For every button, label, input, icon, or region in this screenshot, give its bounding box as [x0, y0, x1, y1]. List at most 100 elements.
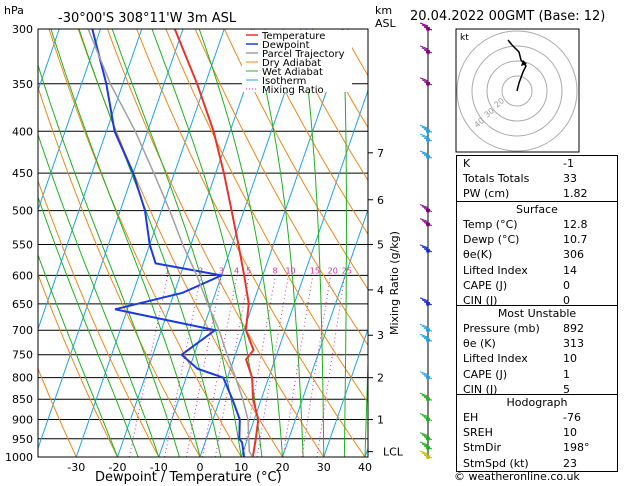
hodograph-arrow [521, 60, 527, 66]
pressure-tick-label: 650 [12, 298, 33, 311]
wind-barb [419, 204, 429, 209]
mu-value: 1 [563, 367, 570, 381]
surface-value: 10.7 [563, 233, 588, 247]
hodo-value: 10 [563, 426, 577, 440]
dry-adiabat [223, 29, 368, 291]
km-tick-label: 6 [377, 194, 384, 207]
wind-barb [419, 124, 429, 129]
wind-barb [419, 150, 429, 155]
km-tick-label: 5 [377, 238, 384, 251]
mixing-ratio-line [214, 275, 250, 457]
legend-parcel: Parcel Trajectory [262, 49, 345, 60]
pressure-tick-label: 400 [12, 125, 33, 138]
surface-table: Surface Temp (°C) 12.8 Dewp (°C) 10.7 θe(K… [456, 201, 618, 310]
index-row-pw: PW (cm) 1.82 [457, 186, 617, 201]
wet-adiabat [111, 29, 242, 457]
wind-barb [421, 434, 431, 439]
wind-barb [423, 327, 433, 332]
mu-value: 313 [563, 337, 584, 351]
dry-adiabat [38, 272, 118, 457]
pressure-tick-label: 750 [12, 349, 33, 362]
wind-barb [423, 128, 433, 133]
mu-key: Lifted Index [463, 352, 528, 366]
wind-barb [419, 323, 429, 328]
dry-adiabat [38, 179, 160, 457]
surface-row: CAPE (J) 0 [457, 278, 617, 293]
hodo-key: StmDir [463, 441, 502, 455]
wind-barb [423, 396, 433, 401]
wind-barb [421, 394, 431, 399]
wind-barb [423, 417, 433, 422]
km-tick-label: 2 [377, 372, 384, 385]
pressure-tick-label: 500 [12, 205, 33, 218]
mu-key: θe (K) [463, 337, 496, 351]
pressure-tick-label: 700 [12, 324, 33, 337]
wind-barb [421, 415, 431, 420]
surface-key: Dewp (°C) [463, 233, 520, 247]
wet-adiabat [50, 29, 201, 457]
index-row-k: K -1 [457, 156, 617, 171]
surface-row: Lifted Index 14 [457, 263, 617, 278]
mixing-ratio-line [316, 275, 346, 457]
most-unstable-table: Most Unstable Pressure (mb) 892 θe (K) 313… [456, 305, 618, 398]
dry-adiabat [165, 29, 368, 404]
plot-frame [37, 28, 369, 458]
mixing-ratio-line [301, 275, 332, 457]
temperature-tick-label: 20 [276, 461, 290, 474]
dry-adiabat [38, 367, 77, 457]
wind-barb [423, 436, 433, 441]
pressure-tick-label: 450 [12, 167, 33, 180]
wind-barb [421, 135, 431, 140]
wind-barb [421, 452, 431, 457]
hodograph-table: Hodograph EH -76 SREH 10 StmDir 198° StmSpd… [456, 394, 618, 472]
wind-barbs [419, 22, 433, 459]
x-axis-title: Dewpoint / Temperature (°C) [95, 470, 282, 485]
hodo-value: 198° [563, 441, 590, 455]
temperature-tick-label: -30 [67, 461, 85, 474]
skewt-grid: 1 2 3 4 5 8 10 15 20 25 [38, 29, 368, 457]
wind-barb [419, 45, 429, 50]
wind-barb [421, 79, 431, 84]
parcel-line [87, 29, 254, 457]
wind-barb [423, 375, 433, 380]
mu-row: CAPE (J) 1 [457, 367, 617, 382]
surface-key: θe(K) [463, 248, 493, 262]
mu-key: Pressure (mb) [463, 322, 540, 335]
temperature-tick-label: 10 [234, 461, 248, 474]
wet-adiabat [38, 133, 160, 457]
wind-barb [421, 206, 431, 211]
temperature-tick-label: 30 [317, 461, 331, 474]
legend-dewpoint: Dewpoint [262, 40, 310, 51]
wind-barb [419, 392, 429, 397]
wet-adiabat [250, 29, 304, 457]
pressure-tick-label: 950 [12, 433, 33, 446]
isotherm [38, 29, 184, 450]
wind-barb [423, 154, 433, 159]
index-row-totals: Totals Totals 33 [457, 171, 617, 186]
hodograph-ring-10 [501, 75, 533, 107]
mixing-ratio-label: 4 [234, 266, 239, 275]
surface-key: CAPE (J) [463, 278, 508, 292]
wind-barb [423, 137, 433, 142]
temperature-tick-label: -20 [109, 461, 127, 474]
pressure-tick-label: 550 [12, 238, 33, 251]
surface-value: 0 [563, 278, 570, 292]
pressure-tick-label: 300 [12, 23, 33, 36]
most-unstable-title: Most Unstable [497, 307, 577, 320]
hodograph-ring-20 [486, 60, 548, 122]
wind-barb [423, 222, 433, 227]
wet-adiabat [364, 349, 368, 457]
hodo-row: StmSpd (kt) 23 [457, 456, 617, 471]
hodo-key: SREH [463, 426, 493, 440]
mixing-ratio-axis-label: Mixing Ratio (g/kg) [388, 231, 401, 335]
mu-value: 892 [563, 322, 584, 335]
wind-barb [423, 337, 433, 342]
wet-adiabat [151, 29, 263, 457]
temperature-line [173, 29, 260, 457]
legend-temperature: Temperature [261, 31, 325, 42]
index-value: -1 [563, 157, 574, 170]
index-value: 33 [563, 172, 577, 186]
indices-table: K -1 Totals Totals 33 PW (cm) 1.82 [456, 155, 618, 203]
hodo-row: SREH 10 [457, 425, 617, 440]
